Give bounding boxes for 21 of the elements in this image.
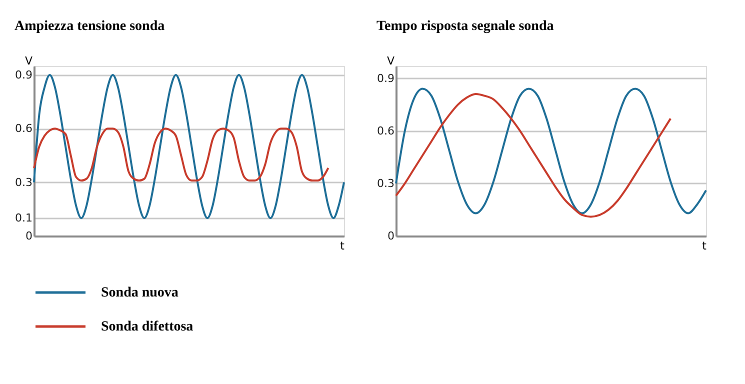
legend-label: Sonda nuova xyxy=(101,286,178,300)
line-series xyxy=(395,93,672,218)
y-tick-label: 0.3 xyxy=(15,176,32,189)
line-series xyxy=(33,128,330,182)
chart-title: Tempo risposta segnale sonda xyxy=(376,19,554,34)
y-tick-label: 0.1 xyxy=(15,212,32,225)
y-tick-label: 0.6 xyxy=(15,122,32,136)
line-series xyxy=(395,88,707,214)
y-axis-title: V xyxy=(24,54,33,68)
y-axis-title: V xyxy=(386,54,395,68)
y-tick-label: 0 xyxy=(388,230,394,242)
y-tick-label: 0.9 xyxy=(377,72,394,85)
y-tick-label: 0 xyxy=(26,230,32,242)
chart-title: Ampiezza tensione sonda xyxy=(14,19,165,34)
x-axis-title: t xyxy=(702,240,708,252)
y-tick-label: 0.6 xyxy=(377,124,394,138)
x-axis-title: t xyxy=(340,240,346,252)
line-series xyxy=(33,74,345,220)
y-tick-label: 0.3 xyxy=(377,176,394,190)
legend-label: Sonda difettosa xyxy=(101,320,194,334)
y-tick-label: 0.9 xyxy=(15,68,32,82)
